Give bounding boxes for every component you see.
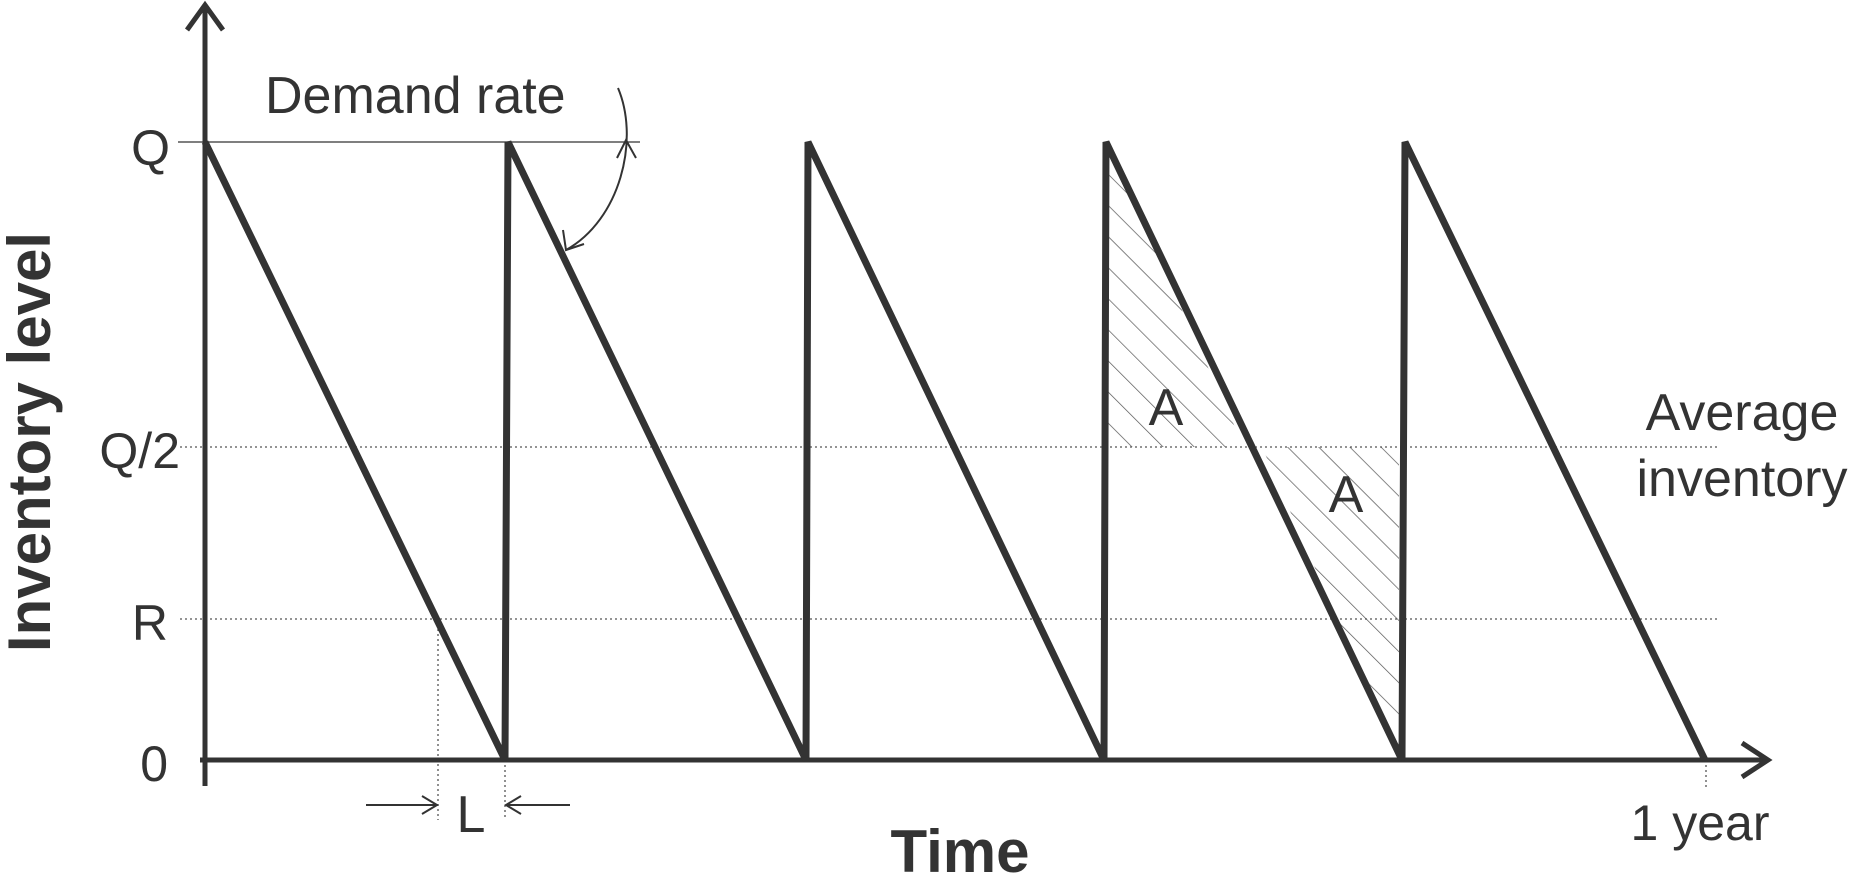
y-tick-r: R [132,595,168,651]
average-inventory-label-line2: inventory [1637,450,1848,508]
y-axis-arrowhead [184,0,226,32]
average-inventory-label-line1: Average [1646,384,1839,442]
area-upper-label: A [1149,379,1184,437]
y-tick-zero: 0 [140,736,168,792]
demand-rate-label: Demand rate [265,67,566,125]
demand-rate-arc [565,87,628,251]
demand-rate-arrowhead-up [616,137,637,159]
inventory-sawtooth [201,140,1709,762]
y-tick-half-q: Q/2 [99,423,180,479]
area-lower-label: A [1329,466,1364,524]
lead-time-arrow-left-head [421,795,439,815]
x-axis-title: Time [891,818,1030,876]
lead-time-label: L [457,786,486,844]
demand-rate-arrowhead-down [562,229,585,252]
x-end-label: 1 year [1631,795,1770,851]
y-axis-title: Inventory level [0,232,63,652]
lead-time-arrow-right-head [504,795,522,815]
y-tick-q: Q [131,120,170,176]
x-axis-arrowhead [1740,740,1773,780]
